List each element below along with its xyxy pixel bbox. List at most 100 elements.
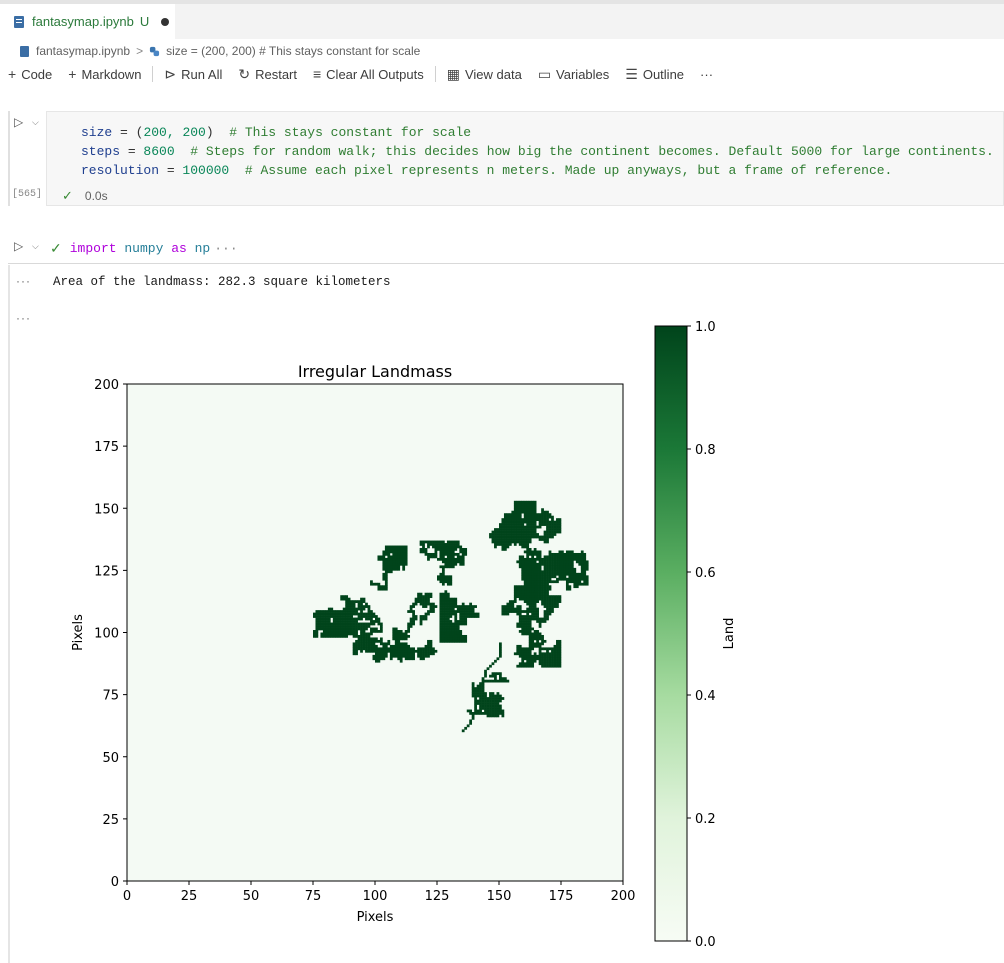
land-pixel [553,597,557,601]
land-pixel [446,639,450,643]
land-pixel [548,657,552,661]
land-pixel [404,630,408,633]
output-menu-icon[interactable]: ··· [16,311,31,325]
land-pixel [494,702,497,705]
land-pixel [541,620,544,623]
land-pixel [347,630,351,633]
land-pixel [481,684,485,688]
breadcrumb-symbol[interactable]: size = (200, 200) # This stays constant … [166,44,421,58]
land-pixel [506,612,510,616]
land-pixel [513,535,517,539]
variables-button[interactable]: ▭ Variables [530,63,617,85]
land-pixel [434,552,438,556]
land-pixel [469,709,473,713]
land-pixel [548,652,552,656]
land-pixel [347,605,351,608]
land-pixel [355,617,358,621]
land-pixel [337,632,341,636]
chevron-down-icon[interactable]: ⌵ [32,117,39,127]
land-pixel [407,644,411,648]
land-pixel [454,548,458,551]
run-all-button[interactable]: ⊳ Run All [156,63,230,85]
land-pixel [521,543,525,546]
land-pixel [464,639,468,643]
land-pixel [578,572,582,576]
collapsed-code-preview[interactable]: ✓ import numpy as np ··· [50,240,238,256]
land-pixel [419,654,423,658]
land-pixel [521,538,525,541]
land-pixel [350,602,353,606]
output-menu-icon[interactable]: ··· [16,274,31,288]
add-code-button[interactable]: + Code [0,63,60,85]
land-pixel [379,649,383,653]
land-pixel [491,714,495,718]
restart-button[interactable]: ↻ Restart [230,63,305,85]
land-pixel [531,612,535,616]
land-pixel [521,562,525,566]
unsaved-dot-icon[interactable] [161,17,170,26]
land-pixel [352,605,356,608]
land-pixel [362,605,366,608]
notebook-tab[interactable]: fantasymap.ipynb U [0,4,175,39]
land-pixel [570,577,574,581]
land-pixel [362,625,366,628]
land-pixel [553,602,557,606]
land-pixel [578,580,582,584]
land-pixel [521,617,525,621]
land-pixel [355,622,358,626]
land-pixel [491,540,495,544]
land-pixel [568,570,572,574]
land-pixel [494,674,497,678]
land-pixel [553,565,557,569]
breadcrumb-file[interactable]: fantasymap.ipynb [36,44,131,58]
land-pixel [526,654,530,658]
land-pixel [528,659,532,663]
land-pixel [446,557,450,561]
land-pixel [503,610,507,613]
land-pixel [533,630,537,633]
land-pixel [501,528,505,531]
land-pixel [499,709,502,713]
land-pixel [526,508,530,512]
land-pixel [583,562,587,566]
land-pixel [337,610,341,613]
expand-ellipsis[interactable]: ··· [214,241,238,256]
land-pixel [538,652,542,656]
run-cell-icon[interactable]: ▷ [14,239,24,253]
outline-button[interactable]: ☰ Outline [617,63,692,85]
land-pixel [449,637,453,641]
land-pixel [583,557,587,561]
land-pixel [546,587,549,591]
land-pixel [565,572,569,576]
land-pixel [513,595,517,599]
land-pixel [553,580,557,584]
land-pixel [461,557,465,561]
land-pixel [357,622,361,626]
land-pixel [350,630,353,633]
more-actions-button[interactable]: ··· [692,63,721,85]
clear-outputs-button[interactable]: ≡ Clear All Outputs [305,63,432,85]
cell-editor[interactable]: size = (200, 200) # This stays constant … [46,111,1004,206]
land-pixel [365,632,368,636]
land-pixel [496,707,500,710]
view-data-button[interactable]: ▦ View data [439,63,530,85]
land-pixel [434,550,438,554]
land-pixel [456,552,460,556]
land-pixel [365,634,368,638]
land-pixel [558,518,562,521]
land-pixel [546,662,549,666]
land-pixel [521,572,525,576]
land-pixel [528,530,532,534]
land-pixel [449,562,453,566]
land-pixel [402,560,406,564]
land-pixel [528,572,532,576]
x-tick-label: 175 [549,889,574,904]
land-pixel [528,548,532,551]
land-pixel [392,560,396,564]
add-markdown-button[interactable]: + Markdown [60,63,149,85]
colorbar-tick-label: 0.2 [695,812,716,827]
land-pixel [439,630,443,633]
run-cell-icon[interactable]: ▷ [14,115,24,129]
chevron-down-icon[interactable]: ⌵ [32,241,39,251]
land-pixel [548,654,552,658]
